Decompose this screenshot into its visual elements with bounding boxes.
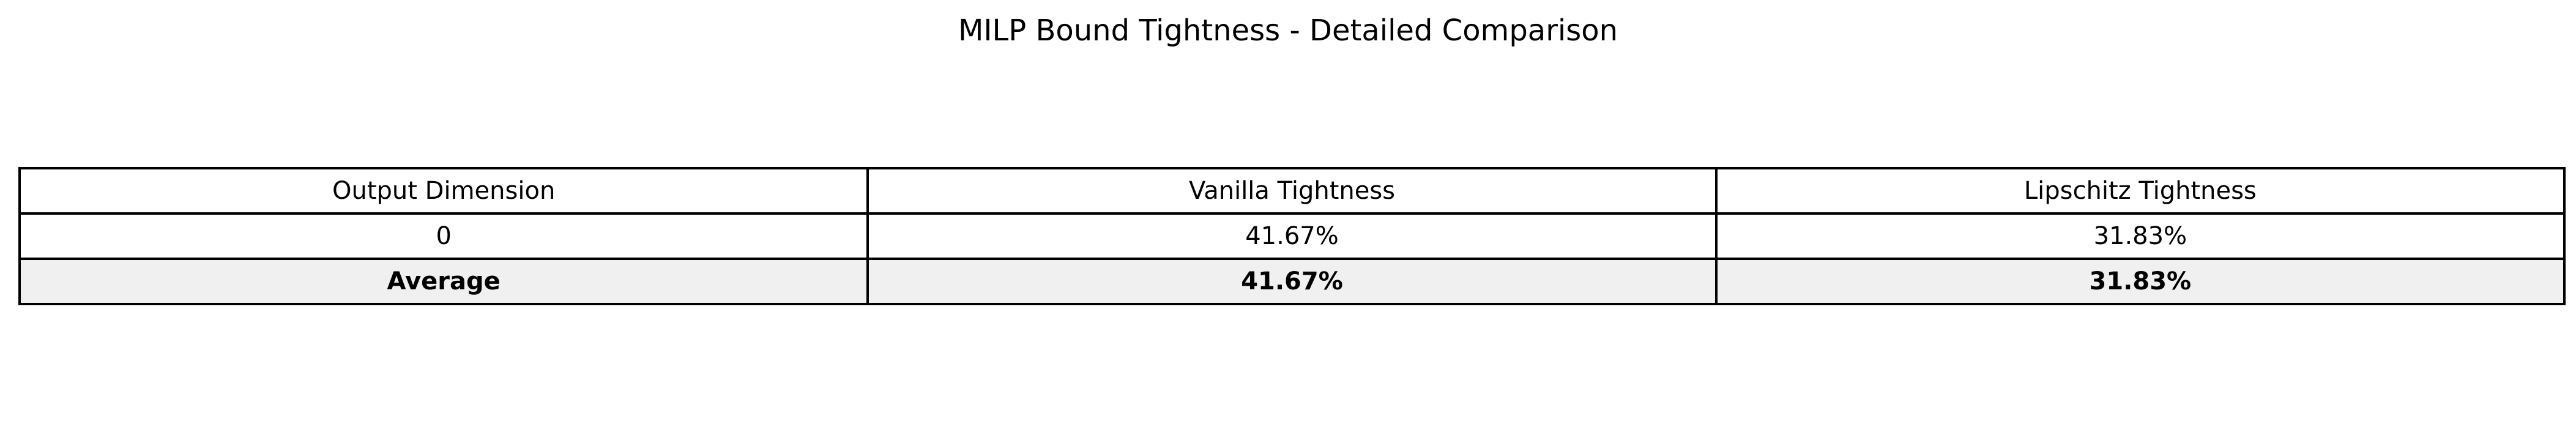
cell-vanilla-tightness: 41.67% xyxy=(866,212,1718,260)
table-row-average: Average 41.67% 31.83% xyxy=(18,258,2566,305)
column-header-lipschitz-tightness: Lipschitz Tightness xyxy=(1714,167,2566,215)
cell-average-lipschitz-tightness: 31.83% xyxy=(1714,258,2566,305)
cell-average-vanilla-tightness: 41.67% xyxy=(866,258,1718,305)
chart-title: MILP Bound Tightness - Detailed Comparis… xyxy=(958,13,1618,48)
comparison-table-container: Output Dimension Vanilla Tightness Lipsc… xyxy=(18,167,2566,305)
cell-output-dimension: 0 xyxy=(18,212,869,260)
column-header-output-dimension: Output Dimension xyxy=(18,167,869,215)
cell-lipschitz-tightness: 31.83% xyxy=(1714,212,2566,260)
column-header-vanilla-tightness: Vanilla Tightness xyxy=(866,167,1718,215)
table-header-row: Output Dimension Vanilla Tightness Lipsc… xyxy=(18,167,2566,215)
table-row: 0 41.67% 31.83% xyxy=(18,212,2566,260)
cell-average-label: Average xyxy=(18,258,869,305)
comparison-table: Output Dimension Vanilla Tightness Lipsc… xyxy=(18,167,2566,305)
